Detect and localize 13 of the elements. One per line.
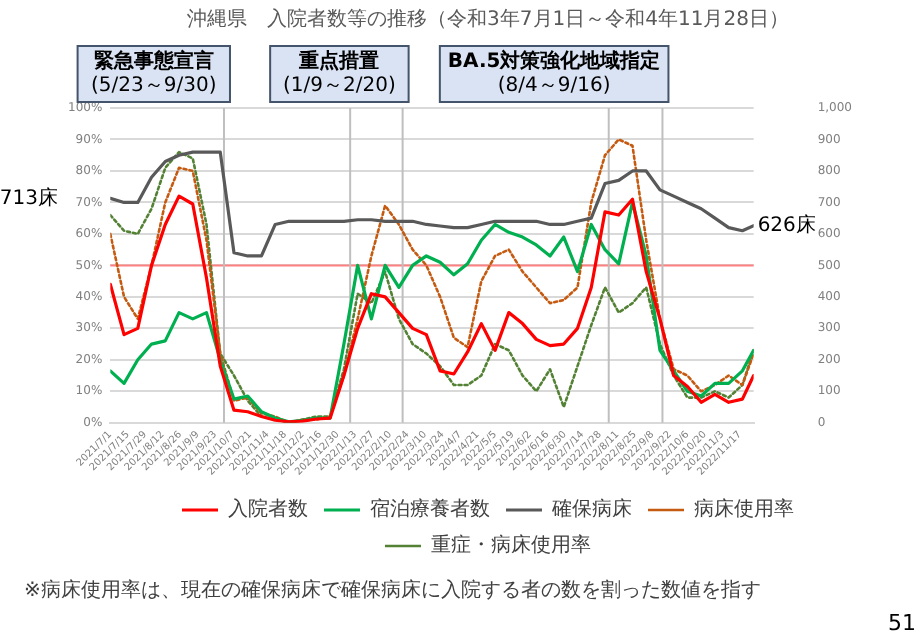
legend-label: 重症・病床使用率 xyxy=(431,533,591,558)
chart-title: 沖縄県 入院者数等の推移（令和3年7月1日～令和4年11月28日） xyxy=(187,7,789,32)
annotation: 713床 xyxy=(0,185,58,210)
legend-label: 宿泊療養者数 xyxy=(370,497,490,522)
ref-line-label: 緊急事態宣言 (5/23～9/30) xyxy=(91,49,217,98)
ref-line-label: BA.5対策強化地域指定 (8/4～9/16) xyxy=(447,49,661,98)
text: 51 xyxy=(888,610,916,636)
text: ※病床使用率は、現在の確保病床で確保病床に入院する者の数を割った数値を指す xyxy=(24,578,761,602)
legend-label: 確保病床 xyxy=(550,497,632,522)
legend-label: 入院者数 xyxy=(228,497,308,522)
legend-label: 病床使用率 xyxy=(694,497,794,522)
ref-line-label: 重点措置 (1/9～2/20) xyxy=(283,49,396,98)
annotation: 626床 xyxy=(757,212,816,237)
